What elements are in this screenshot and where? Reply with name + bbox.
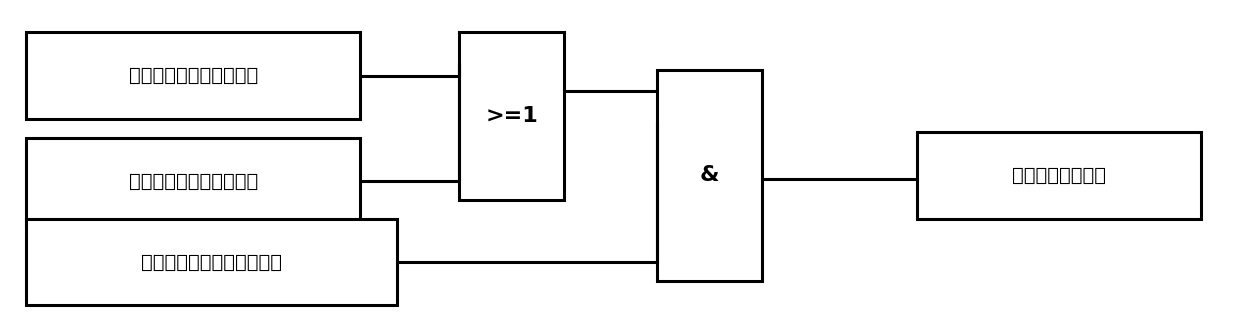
Text: 定子侧电流谐波判据动作: 定子侧电流谐波判据动作 bbox=[129, 172, 258, 191]
Bar bbox=[26, 218, 397, 305]
Bar bbox=[916, 132, 1202, 218]
Bar bbox=[657, 69, 763, 280]
Bar bbox=[26, 33, 360, 119]
Text: 励磁绕组侧相电流判据动作: 励磁绕组侧相电流判据动作 bbox=[141, 253, 283, 271]
Text: 定子侧电压谐波判据动作: 定子侧电压谐波判据动作 bbox=[129, 66, 258, 85]
Text: >=1: >=1 bbox=[485, 106, 538, 126]
Bar bbox=[459, 33, 564, 200]
Text: &: & bbox=[699, 165, 719, 185]
Bar bbox=[26, 138, 360, 225]
Text: 励磁绕组相间故障: 励磁绕组相间故障 bbox=[1012, 166, 1106, 185]
